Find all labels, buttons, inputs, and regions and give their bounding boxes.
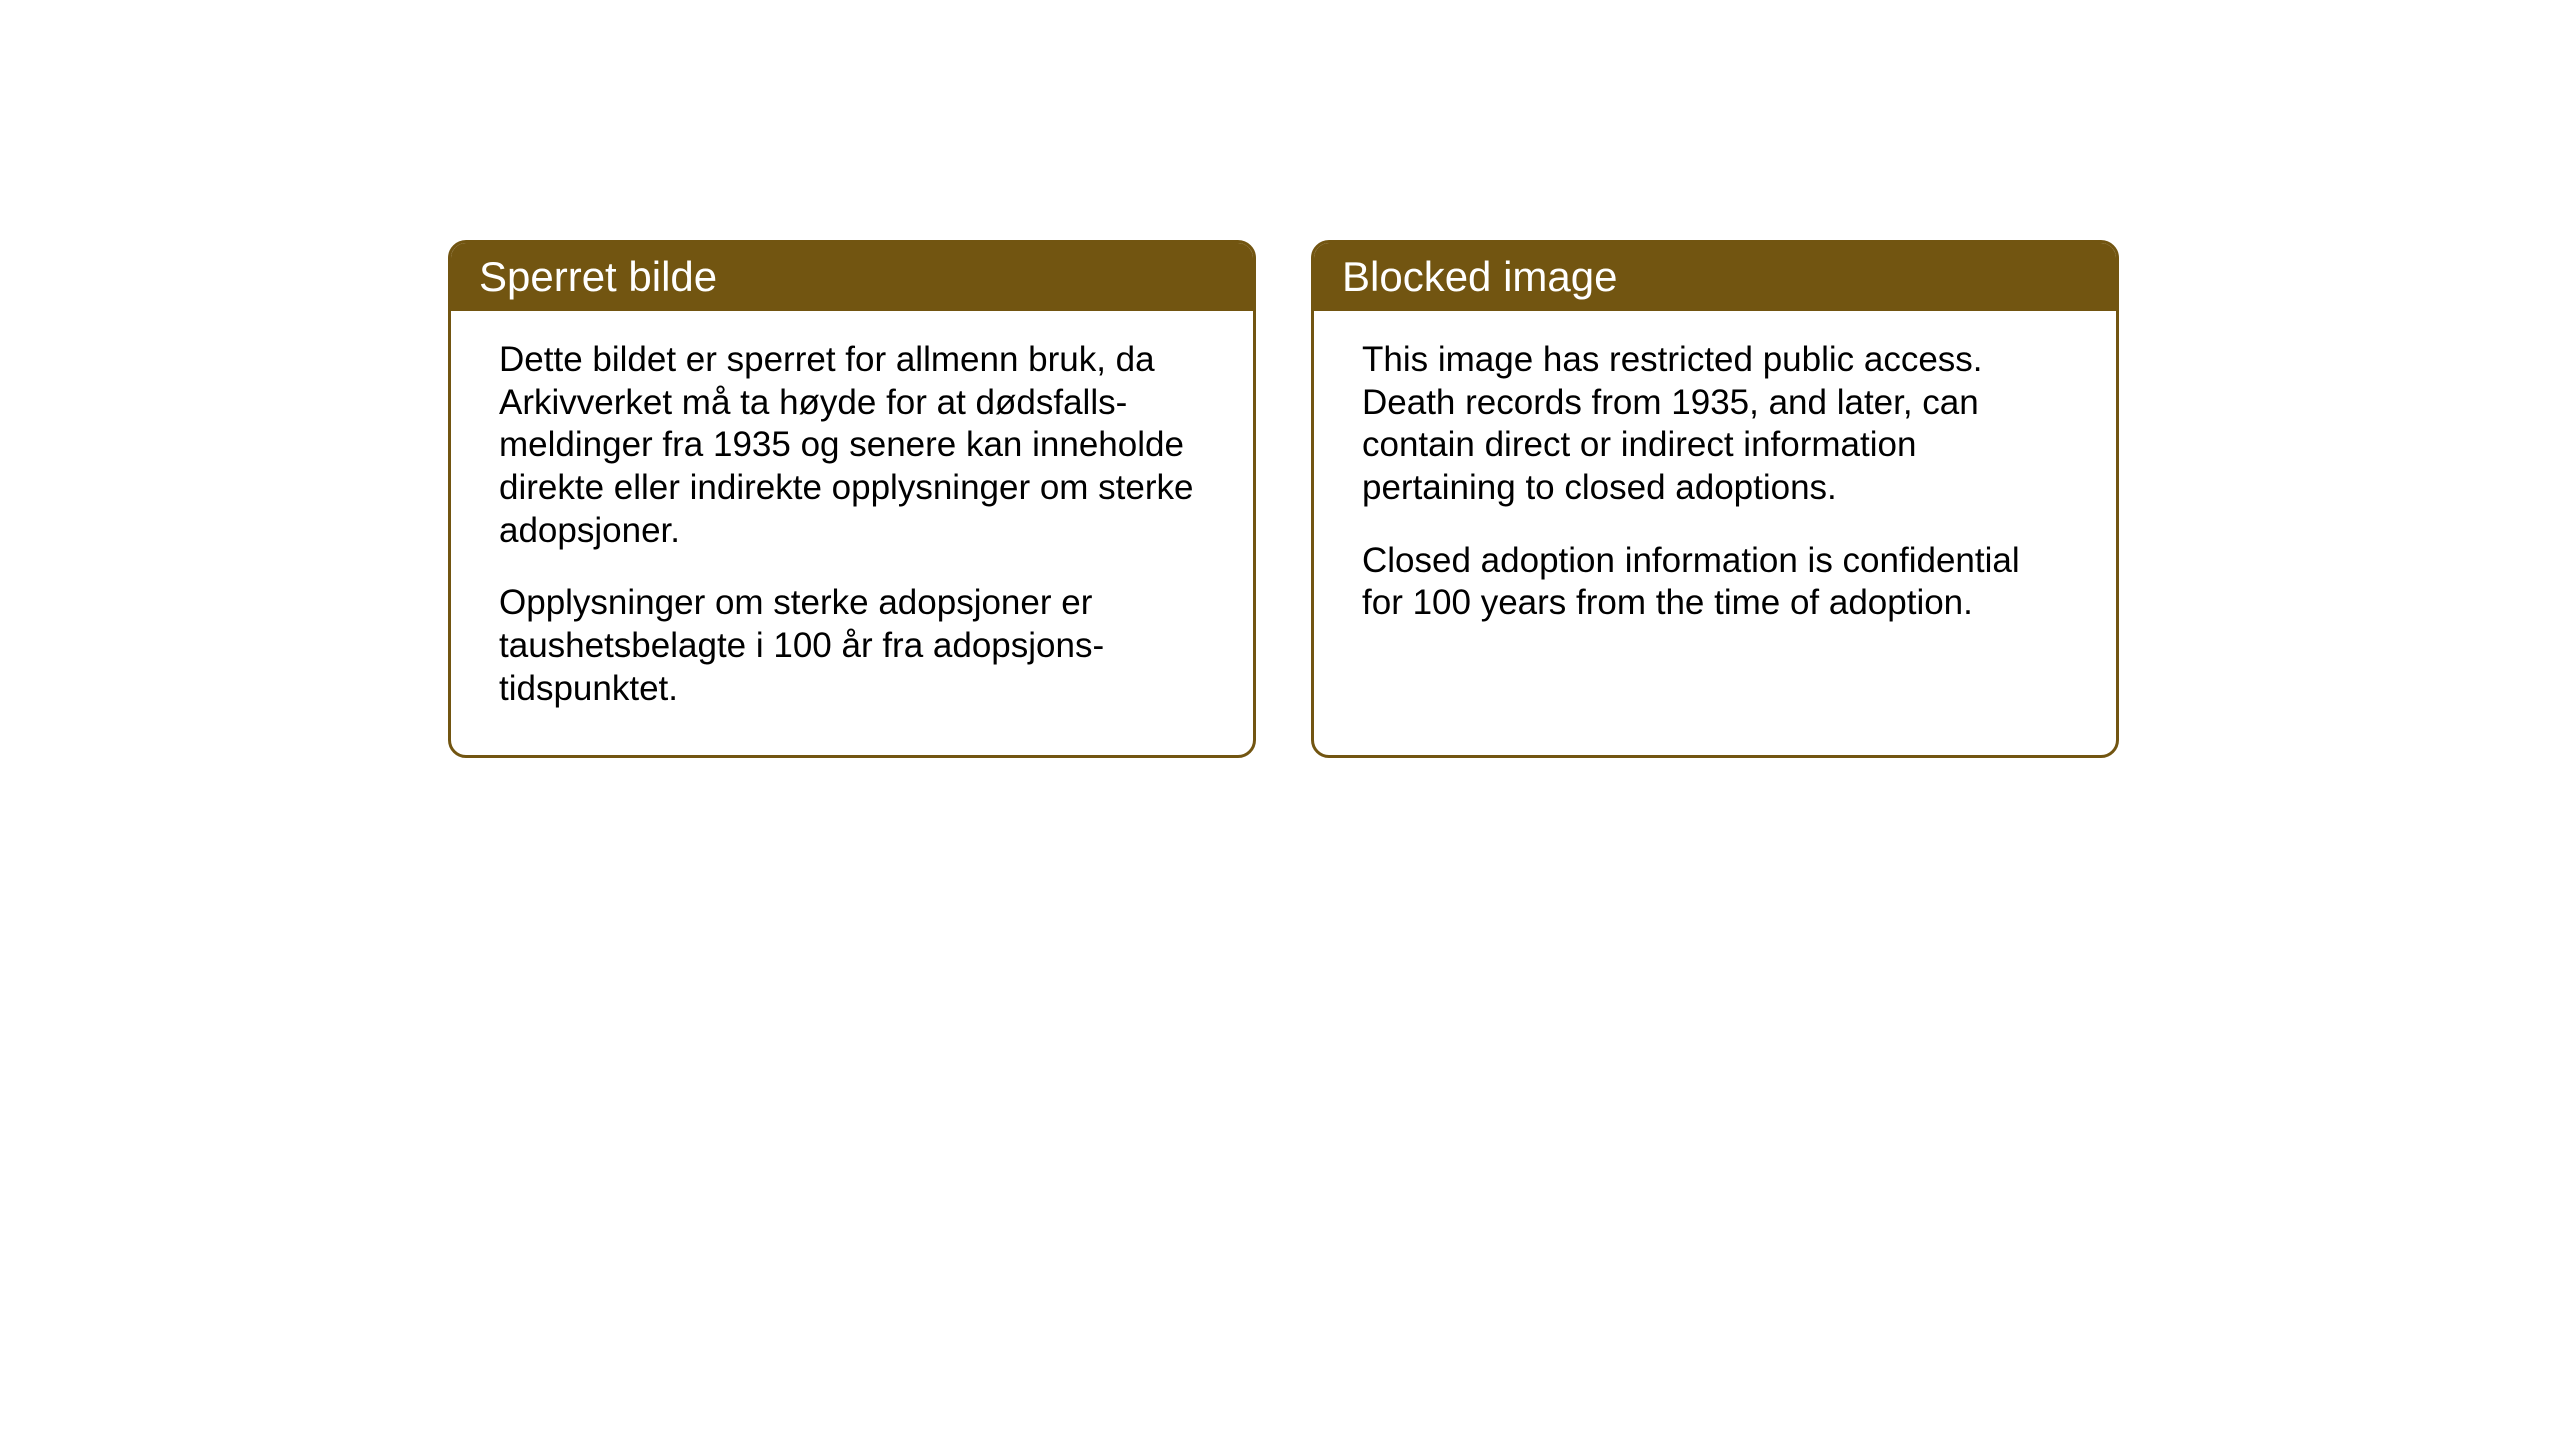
norwegian-card-body: Dette bildet er sperret for allmenn bruk… xyxy=(451,311,1253,755)
english-paragraph-1: This image has restricted public access.… xyxy=(1362,339,2068,510)
english-card-body: This image has restricted public access.… xyxy=(1314,311,2116,669)
english-paragraph-2: Closed adoption information is confident… xyxy=(1362,540,2068,625)
norwegian-notice-card: Sperret bilde Dette bildet er sperret fo… xyxy=(448,240,1256,758)
norwegian-paragraph-2: Opplysninger om sterke adopsjoner er tau… xyxy=(499,582,1205,710)
english-notice-card: Blocked image This image has restricted … xyxy=(1311,240,2119,758)
notice-cards-container: Sperret bilde Dette bildet er sperret fo… xyxy=(448,240,2119,758)
norwegian-card-header: Sperret bilde xyxy=(451,243,1253,311)
english-card-title: Blocked image xyxy=(1342,253,1617,300)
english-card-header: Blocked image xyxy=(1314,243,2116,311)
norwegian-card-title: Sperret bilde xyxy=(479,253,717,300)
norwegian-paragraph-1: Dette bildet er sperret for allmenn bruk… xyxy=(499,339,1205,552)
